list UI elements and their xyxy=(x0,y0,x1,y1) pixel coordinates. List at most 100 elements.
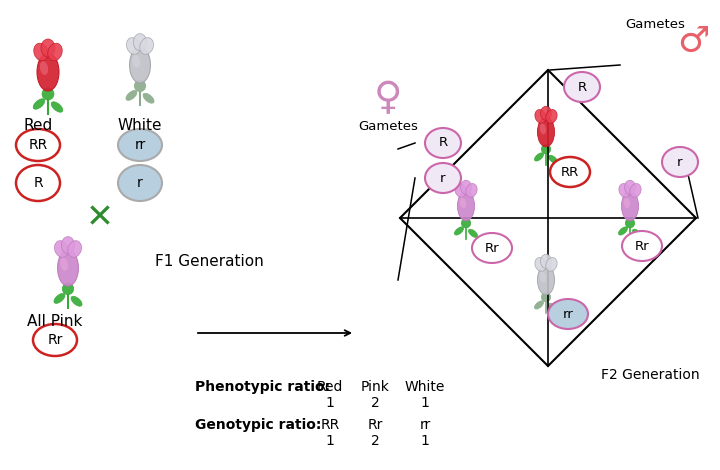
Ellipse shape xyxy=(33,324,77,356)
Ellipse shape xyxy=(624,197,630,208)
Text: White: White xyxy=(118,118,162,133)
Ellipse shape xyxy=(461,180,472,194)
Ellipse shape xyxy=(624,180,636,194)
Text: Rr: Rr xyxy=(48,333,63,347)
Ellipse shape xyxy=(535,258,546,271)
Ellipse shape xyxy=(455,184,467,197)
Text: 1: 1 xyxy=(325,396,334,410)
Ellipse shape xyxy=(466,184,477,197)
Ellipse shape xyxy=(454,227,464,235)
Ellipse shape xyxy=(37,53,59,91)
Ellipse shape xyxy=(549,303,557,312)
Ellipse shape xyxy=(535,110,546,123)
Ellipse shape xyxy=(625,219,634,228)
Text: White: White xyxy=(405,380,445,394)
Ellipse shape xyxy=(16,165,60,201)
Ellipse shape xyxy=(462,219,471,228)
Text: r: r xyxy=(137,176,143,190)
Ellipse shape xyxy=(534,301,544,309)
Text: F1 Generation: F1 Generation xyxy=(155,254,264,269)
Text: rr: rr xyxy=(562,307,573,321)
Text: Red: Red xyxy=(23,118,53,133)
Ellipse shape xyxy=(71,296,82,306)
Text: All Pink: All Pink xyxy=(27,314,83,329)
Ellipse shape xyxy=(118,165,162,201)
Ellipse shape xyxy=(51,102,63,112)
Text: 1: 1 xyxy=(420,434,429,448)
Ellipse shape xyxy=(130,47,150,83)
Ellipse shape xyxy=(16,129,60,161)
Ellipse shape xyxy=(140,38,153,55)
Text: Genotypic ratio:: Genotypic ratio: xyxy=(195,418,321,432)
Text: Rr: Rr xyxy=(635,240,649,252)
Text: RR: RR xyxy=(28,138,48,152)
Ellipse shape xyxy=(457,191,474,221)
Text: RR: RR xyxy=(320,418,340,432)
Ellipse shape xyxy=(41,39,55,57)
Ellipse shape xyxy=(40,61,48,75)
Ellipse shape xyxy=(618,227,628,235)
Ellipse shape xyxy=(540,272,546,282)
Text: Rr: Rr xyxy=(367,418,383,432)
Ellipse shape xyxy=(541,292,551,302)
Text: r: r xyxy=(678,156,683,169)
Text: r: r xyxy=(440,172,446,185)
Ellipse shape xyxy=(42,88,54,100)
Ellipse shape xyxy=(541,254,552,268)
Ellipse shape xyxy=(537,117,554,147)
Text: RR: RR xyxy=(561,165,579,179)
Text: 2: 2 xyxy=(371,434,379,448)
Ellipse shape xyxy=(459,197,466,208)
Ellipse shape xyxy=(546,258,557,271)
Ellipse shape xyxy=(537,265,554,295)
Text: rr: rr xyxy=(419,418,431,432)
Ellipse shape xyxy=(549,155,557,164)
Text: Gametes: Gametes xyxy=(625,18,685,31)
Text: Pink: Pink xyxy=(361,380,390,394)
Text: Phenotypic ratio:: Phenotypic ratio: xyxy=(195,380,330,394)
Ellipse shape xyxy=(126,90,137,101)
Ellipse shape xyxy=(34,43,48,61)
Ellipse shape xyxy=(469,229,477,237)
Text: R: R xyxy=(438,136,448,149)
Ellipse shape xyxy=(564,72,600,102)
Text: 1: 1 xyxy=(420,396,429,410)
Ellipse shape xyxy=(534,153,544,161)
Text: Gametes: Gametes xyxy=(358,120,418,133)
Ellipse shape xyxy=(132,55,140,68)
Text: Rr: Rr xyxy=(485,242,499,254)
Ellipse shape xyxy=(68,241,81,258)
Ellipse shape xyxy=(33,99,45,109)
Ellipse shape xyxy=(61,237,75,254)
Ellipse shape xyxy=(621,191,639,221)
Text: R: R xyxy=(33,176,42,190)
Ellipse shape xyxy=(48,43,62,61)
Ellipse shape xyxy=(118,129,162,161)
Ellipse shape xyxy=(541,144,551,154)
Ellipse shape xyxy=(60,258,68,271)
Text: ✕: ✕ xyxy=(86,202,114,235)
Ellipse shape xyxy=(127,38,140,55)
Ellipse shape xyxy=(632,229,642,237)
Ellipse shape xyxy=(472,233,512,263)
Ellipse shape xyxy=(548,299,588,329)
Ellipse shape xyxy=(58,250,78,286)
Ellipse shape xyxy=(143,93,154,103)
Ellipse shape xyxy=(135,80,145,92)
Ellipse shape xyxy=(550,157,590,187)
Ellipse shape xyxy=(55,241,68,258)
Text: R: R xyxy=(577,80,587,94)
Ellipse shape xyxy=(63,283,73,295)
Text: 2: 2 xyxy=(371,396,379,410)
Text: 1: 1 xyxy=(325,434,334,448)
Text: F2 Generation: F2 Generation xyxy=(601,368,700,382)
Ellipse shape xyxy=(540,124,546,134)
Ellipse shape xyxy=(619,184,630,197)
Ellipse shape xyxy=(662,147,698,177)
Ellipse shape xyxy=(541,106,552,120)
Text: ♀: ♀ xyxy=(374,79,402,117)
Ellipse shape xyxy=(425,128,461,158)
Text: rr: rr xyxy=(135,138,145,152)
Ellipse shape xyxy=(54,293,65,303)
Ellipse shape xyxy=(630,184,641,197)
